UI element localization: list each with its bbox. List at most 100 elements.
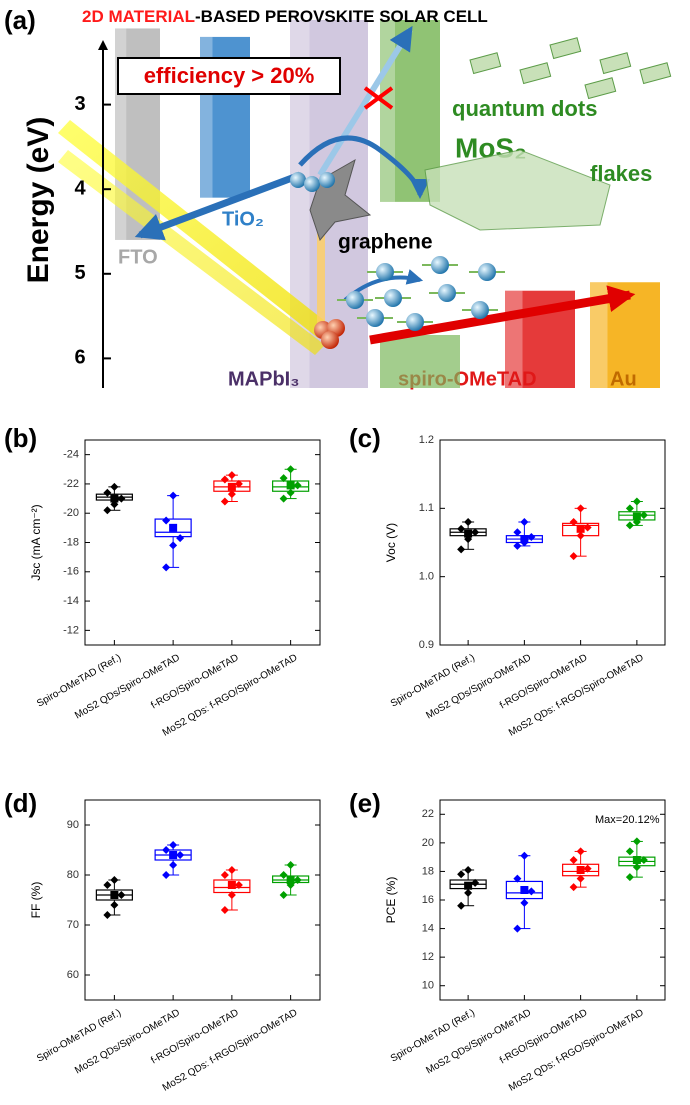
data-point bbox=[103, 506, 112, 515]
data-point bbox=[220, 475, 229, 484]
quantum-dot bbox=[549, 37, 582, 60]
data-point bbox=[527, 533, 536, 542]
data-point bbox=[110, 901, 119, 909]
data-point bbox=[569, 518, 578, 526]
electron bbox=[471, 301, 489, 319]
annotation: Max=20.12% bbox=[595, 814, 660, 826]
mean-marker bbox=[286, 481, 295, 490]
quantum-dot bbox=[599, 52, 632, 75]
electron bbox=[304, 176, 320, 192]
data-point bbox=[110, 482, 119, 491]
mean-marker bbox=[520, 886, 529, 894]
data-point bbox=[457, 901, 466, 910]
y-tick-label: 12 bbox=[422, 951, 434, 963]
data-point bbox=[527, 887, 536, 896]
data-point bbox=[625, 847, 634, 856]
mean-marker bbox=[632, 856, 641, 864]
y-tick-label: -24 bbox=[63, 449, 79, 461]
data-point bbox=[576, 504, 585, 513]
data-point bbox=[464, 866, 473, 874]
y-axis-label: PCE (%) bbox=[384, 877, 398, 924]
data-point bbox=[234, 479, 243, 488]
y-tick-label: 22 bbox=[422, 808, 434, 820]
hole bbox=[321, 331, 339, 349]
plot-frame bbox=[84, 799, 321, 1001]
cross bbox=[363, 86, 394, 110]
data-point bbox=[227, 471, 236, 480]
data-point bbox=[576, 874, 585, 883]
data-point bbox=[227, 490, 236, 499]
data-point bbox=[625, 873, 634, 882]
title-highlight: 2D MATERIAL bbox=[82, 7, 195, 26]
data-point bbox=[583, 864, 592, 873]
y-tick-label: 14 bbox=[422, 922, 434, 934]
energy-tick-label: 6 bbox=[74, 347, 85, 369]
data-point bbox=[103, 911, 112, 919]
plot-frame bbox=[84, 439, 321, 646]
data-point bbox=[279, 891, 288, 899]
data-point bbox=[576, 531, 585, 540]
data-point bbox=[471, 878, 480, 887]
data-point bbox=[103, 881, 112, 889]
data-point bbox=[625, 521, 634, 530]
x-tick-label: MoS2 QDs/Spiro-OMeTAD bbox=[73, 1007, 182, 1076]
data-point bbox=[286, 488, 295, 497]
data-point bbox=[513, 924, 522, 933]
box bbox=[154, 518, 192, 538]
data-point bbox=[220, 906, 229, 914]
y-axis-label: Jsc (mA cm⁻²) bbox=[29, 504, 43, 580]
data-point bbox=[583, 523, 592, 532]
y-tick-label: 0.9 bbox=[419, 639, 434, 651]
data-point bbox=[569, 883, 578, 892]
mean-marker bbox=[632, 512, 641, 521]
data-point bbox=[520, 518, 529, 526]
data-point bbox=[520, 898, 529, 907]
y-tick-label: 18 bbox=[422, 865, 434, 877]
quantum-dot bbox=[639, 62, 672, 85]
light-beam bbox=[58, 120, 330, 338]
bar-highlight bbox=[380, 20, 395, 202]
data-point bbox=[625, 504, 634, 513]
electron bbox=[431, 256, 449, 274]
efficiency-text: efficiency > 20% bbox=[144, 63, 315, 88]
data-point bbox=[632, 837, 641, 846]
y-tick-label: 60 bbox=[67, 969, 79, 981]
electron-arrow bbox=[134, 171, 302, 241]
y-tick-label: -18 bbox=[63, 536, 79, 548]
y-tick-label: 80 bbox=[67, 869, 79, 881]
y-tick-label: -16 bbox=[63, 566, 79, 578]
mean-marker bbox=[576, 524, 585, 533]
bar-highlight bbox=[290, 20, 310, 388]
flakes-label: flakes bbox=[590, 161, 652, 186]
data-point bbox=[279, 871, 288, 879]
data-point bbox=[169, 841, 178, 849]
quantum-dot bbox=[469, 52, 502, 75]
x-tick-label: MoS2 QDs/Spiro-OMeTAD bbox=[424, 652, 533, 721]
electron bbox=[406, 313, 424, 331]
electron bbox=[376, 263, 394, 281]
data-point bbox=[513, 541, 522, 550]
data-point bbox=[639, 511, 648, 520]
panel-label: (b) bbox=[4, 423, 37, 453]
mean-marker bbox=[110, 891, 119, 899]
data-point bbox=[471, 528, 480, 537]
y-tick-label: 16 bbox=[422, 894, 434, 906]
y-tick-label: -12 bbox=[63, 624, 79, 636]
mean-marker bbox=[286, 876, 295, 884]
y-tick-label: 1.1 bbox=[419, 502, 434, 514]
data-point bbox=[169, 491, 178, 500]
data-point bbox=[279, 494, 288, 503]
quantum-dot bbox=[584, 77, 617, 100]
y-tick-label: -14 bbox=[63, 595, 79, 607]
mean-marker bbox=[227, 482, 236, 491]
glow bbox=[317, 195, 325, 325]
x-tick-label: MoS2 QDs/Spiro-OMeTAD bbox=[73, 652, 182, 721]
y-tick-label: 90 bbox=[67, 819, 79, 831]
blocked-arrow bbox=[317, 25, 413, 177]
electron bbox=[346, 291, 364, 309]
mean-marker bbox=[520, 535, 529, 544]
data-point bbox=[293, 481, 302, 490]
